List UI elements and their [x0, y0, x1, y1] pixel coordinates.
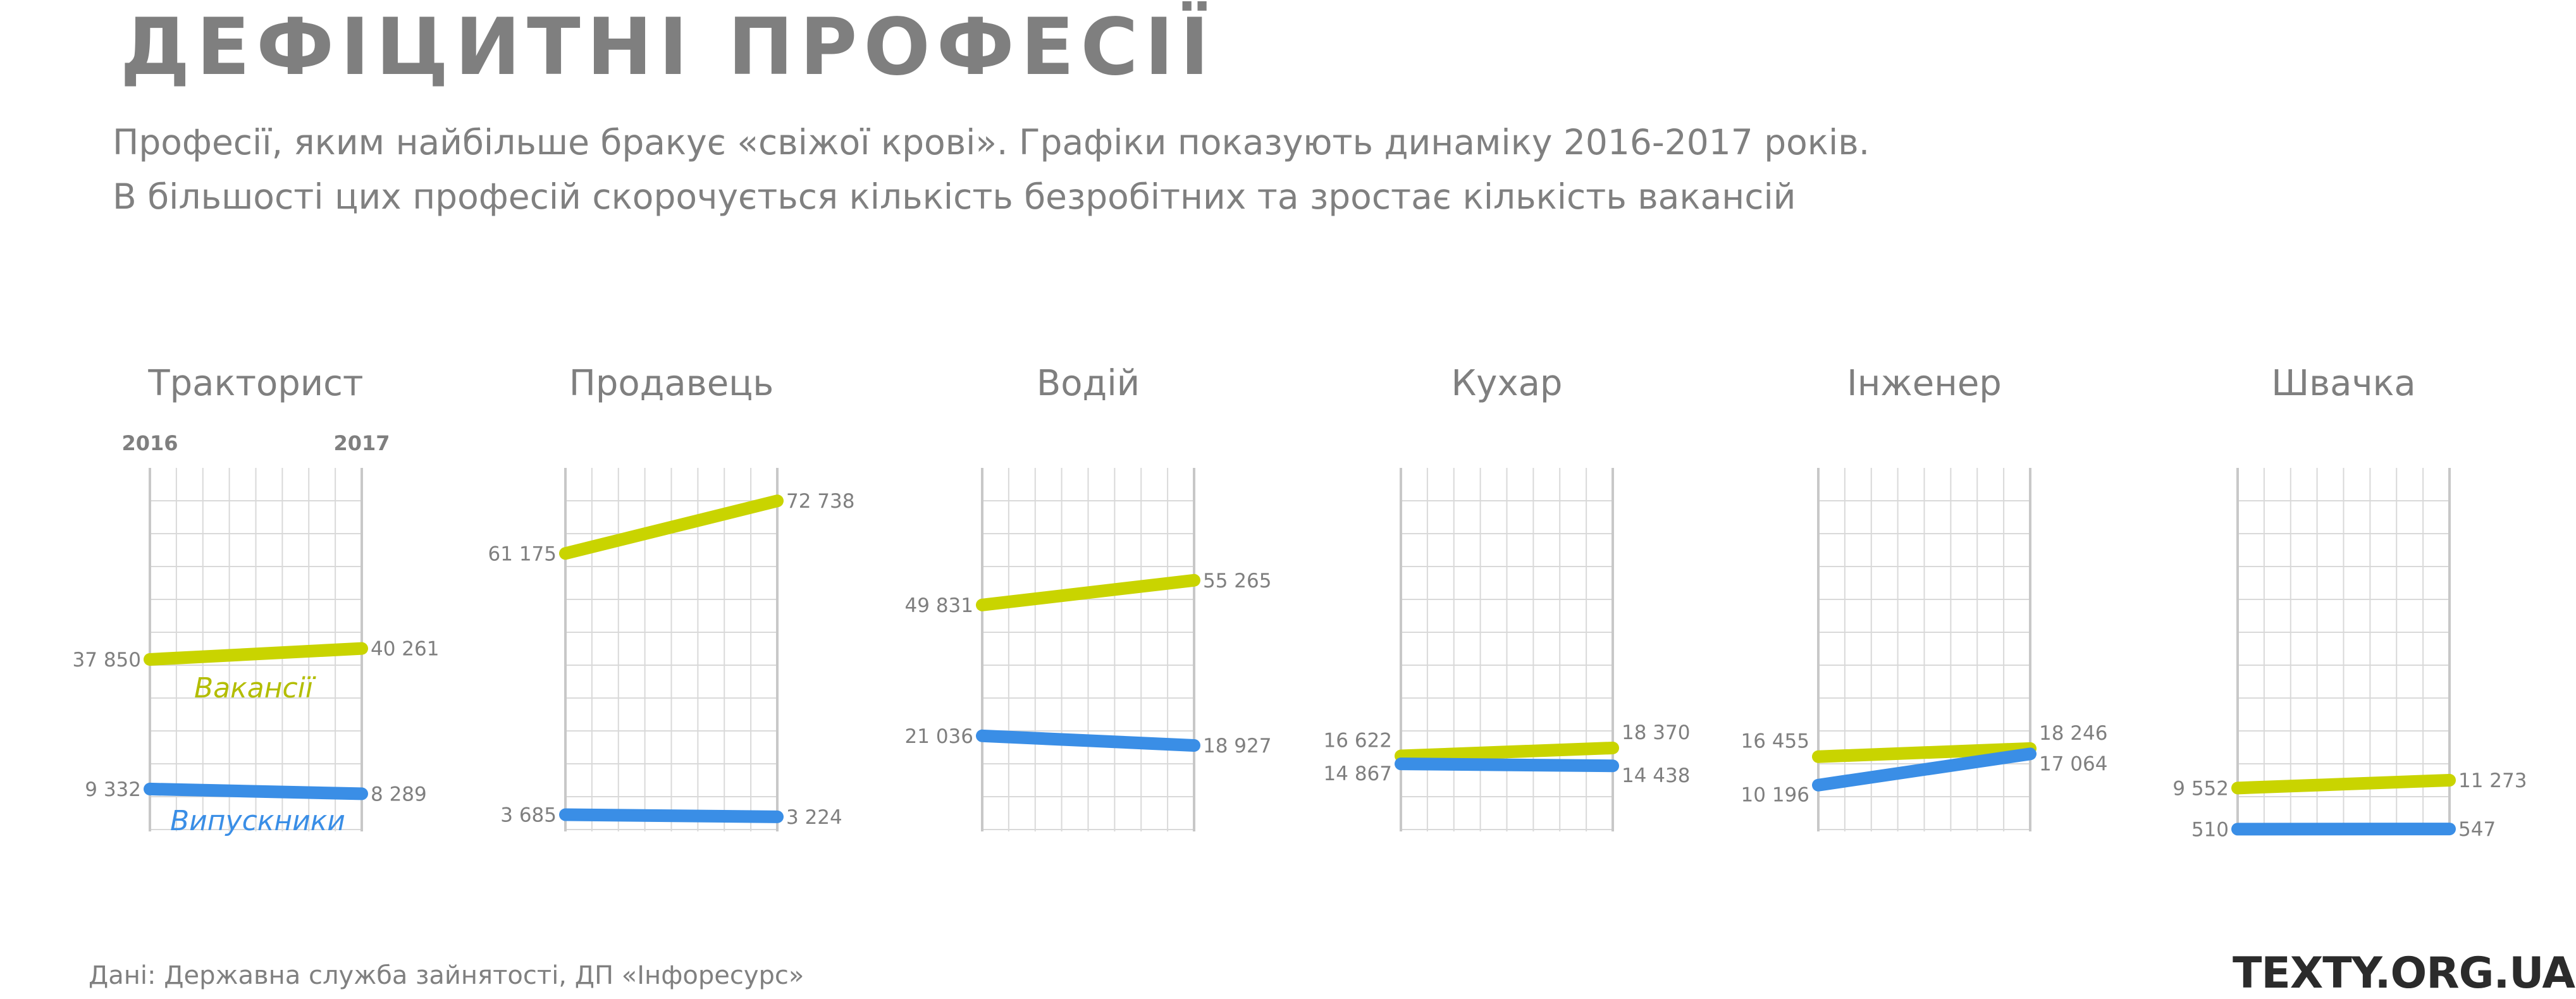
chart-panel: Тракторист 2016 2017 37 850 40 261 9 332 8 289… — [73, 363, 440, 837]
vacancies-value-2017: 72 738 — [786, 490, 854, 513]
series-label-graduates: Випускники — [170, 805, 345, 837]
graduates-value-2016: 10 196 — [1741, 784, 1809, 807]
vacancies-value-2016: 16 455 — [1741, 730, 1809, 753]
year-label-2016: 2016 — [121, 431, 178, 455]
vacancies-line — [1401, 748, 1613, 756]
chart-panel: Продавець 61 175 72 738 3 685 3 224 — [488, 363, 855, 831]
vacancies-value-2016: 49 831 — [905, 594, 973, 617]
panel-title: Швачка — [2271, 363, 2415, 404]
panel-title: Тракторист — [147, 363, 363, 404]
graduates-value-2017: 14 438 — [1622, 764, 1690, 787]
graduates-value-2016: 9 332 — [85, 778, 141, 801]
chart-panel: Швачка 9 552 11 273 510 547 — [2172, 363, 2527, 841]
source-note: Дані: Державна служба зайнятості, ДП «Ін… — [89, 960, 804, 991]
chart-panel: Водій 49 831 55 265 21 036 18 927 — [905, 363, 1272, 831]
vacancies-value-2016: 9 552 — [2172, 777, 2229, 800]
graduates-line — [150, 789, 362, 794]
graduates-value-2016: 21 036 — [905, 725, 973, 748]
grid — [1401, 468, 1613, 831]
panel-title: Інженер — [1847, 363, 2002, 404]
graduates-line — [982, 736, 1194, 745]
graduates-line — [1401, 764, 1613, 766]
series-label-vacancies: Вакансії — [194, 672, 316, 704]
graduates-value-2017: 547 — [2458, 818, 2496, 841]
vacancies-value-2016: 16 622 — [1324, 730, 1392, 752]
graduates-value-2017: 8 289 — [371, 783, 427, 806]
chart-panel: Кухар 16 622 18 370 14 867 14 438 — [1324, 363, 1691, 831]
vacancies-value-2017: 40 261 — [371, 638, 439, 661]
vacancies-value-2017: 18 370 — [1622, 721, 1690, 744]
grid — [982, 468, 1194, 831]
year-label-2017: 2017 — [333, 431, 390, 455]
graduates-line — [565, 815, 777, 817]
vacancies-value-2017: 18 246 — [2039, 722, 2107, 745]
graduates-value-2017: 3 224 — [786, 806, 842, 829]
graduates-value-2016: 510 — [2191, 818, 2229, 841]
graduates-value-2017: 17 064 — [2039, 752, 2107, 775]
panel-title: Продавець — [569, 363, 774, 404]
vacancies-value-2016: 37 850 — [73, 649, 141, 671]
graduates-value-2016: 3 685 — [500, 804, 557, 827]
brand-logo[interactable]: TEXTY.ORG.UA — [2233, 948, 2575, 999]
vacancies-line — [2238, 780, 2450, 788]
chart-panel: Інженер 16 455 18 246 10 196 17 064 — [1741, 363, 2108, 831]
panel-title: Водій — [1037, 363, 1140, 404]
vacancies-value-2016: 61 175 — [488, 542, 557, 565]
vacancies-line — [150, 649, 362, 659]
panel-title: Кухар — [1451, 363, 1563, 404]
graduates-value-2017: 18 927 — [1203, 735, 1271, 757]
vacancies-value-2017: 55 265 — [1203, 570, 1271, 592]
graduates-value-2016: 14 867 — [1324, 763, 1392, 785]
vacancies-value-2017: 11 273 — [2458, 769, 2527, 792]
